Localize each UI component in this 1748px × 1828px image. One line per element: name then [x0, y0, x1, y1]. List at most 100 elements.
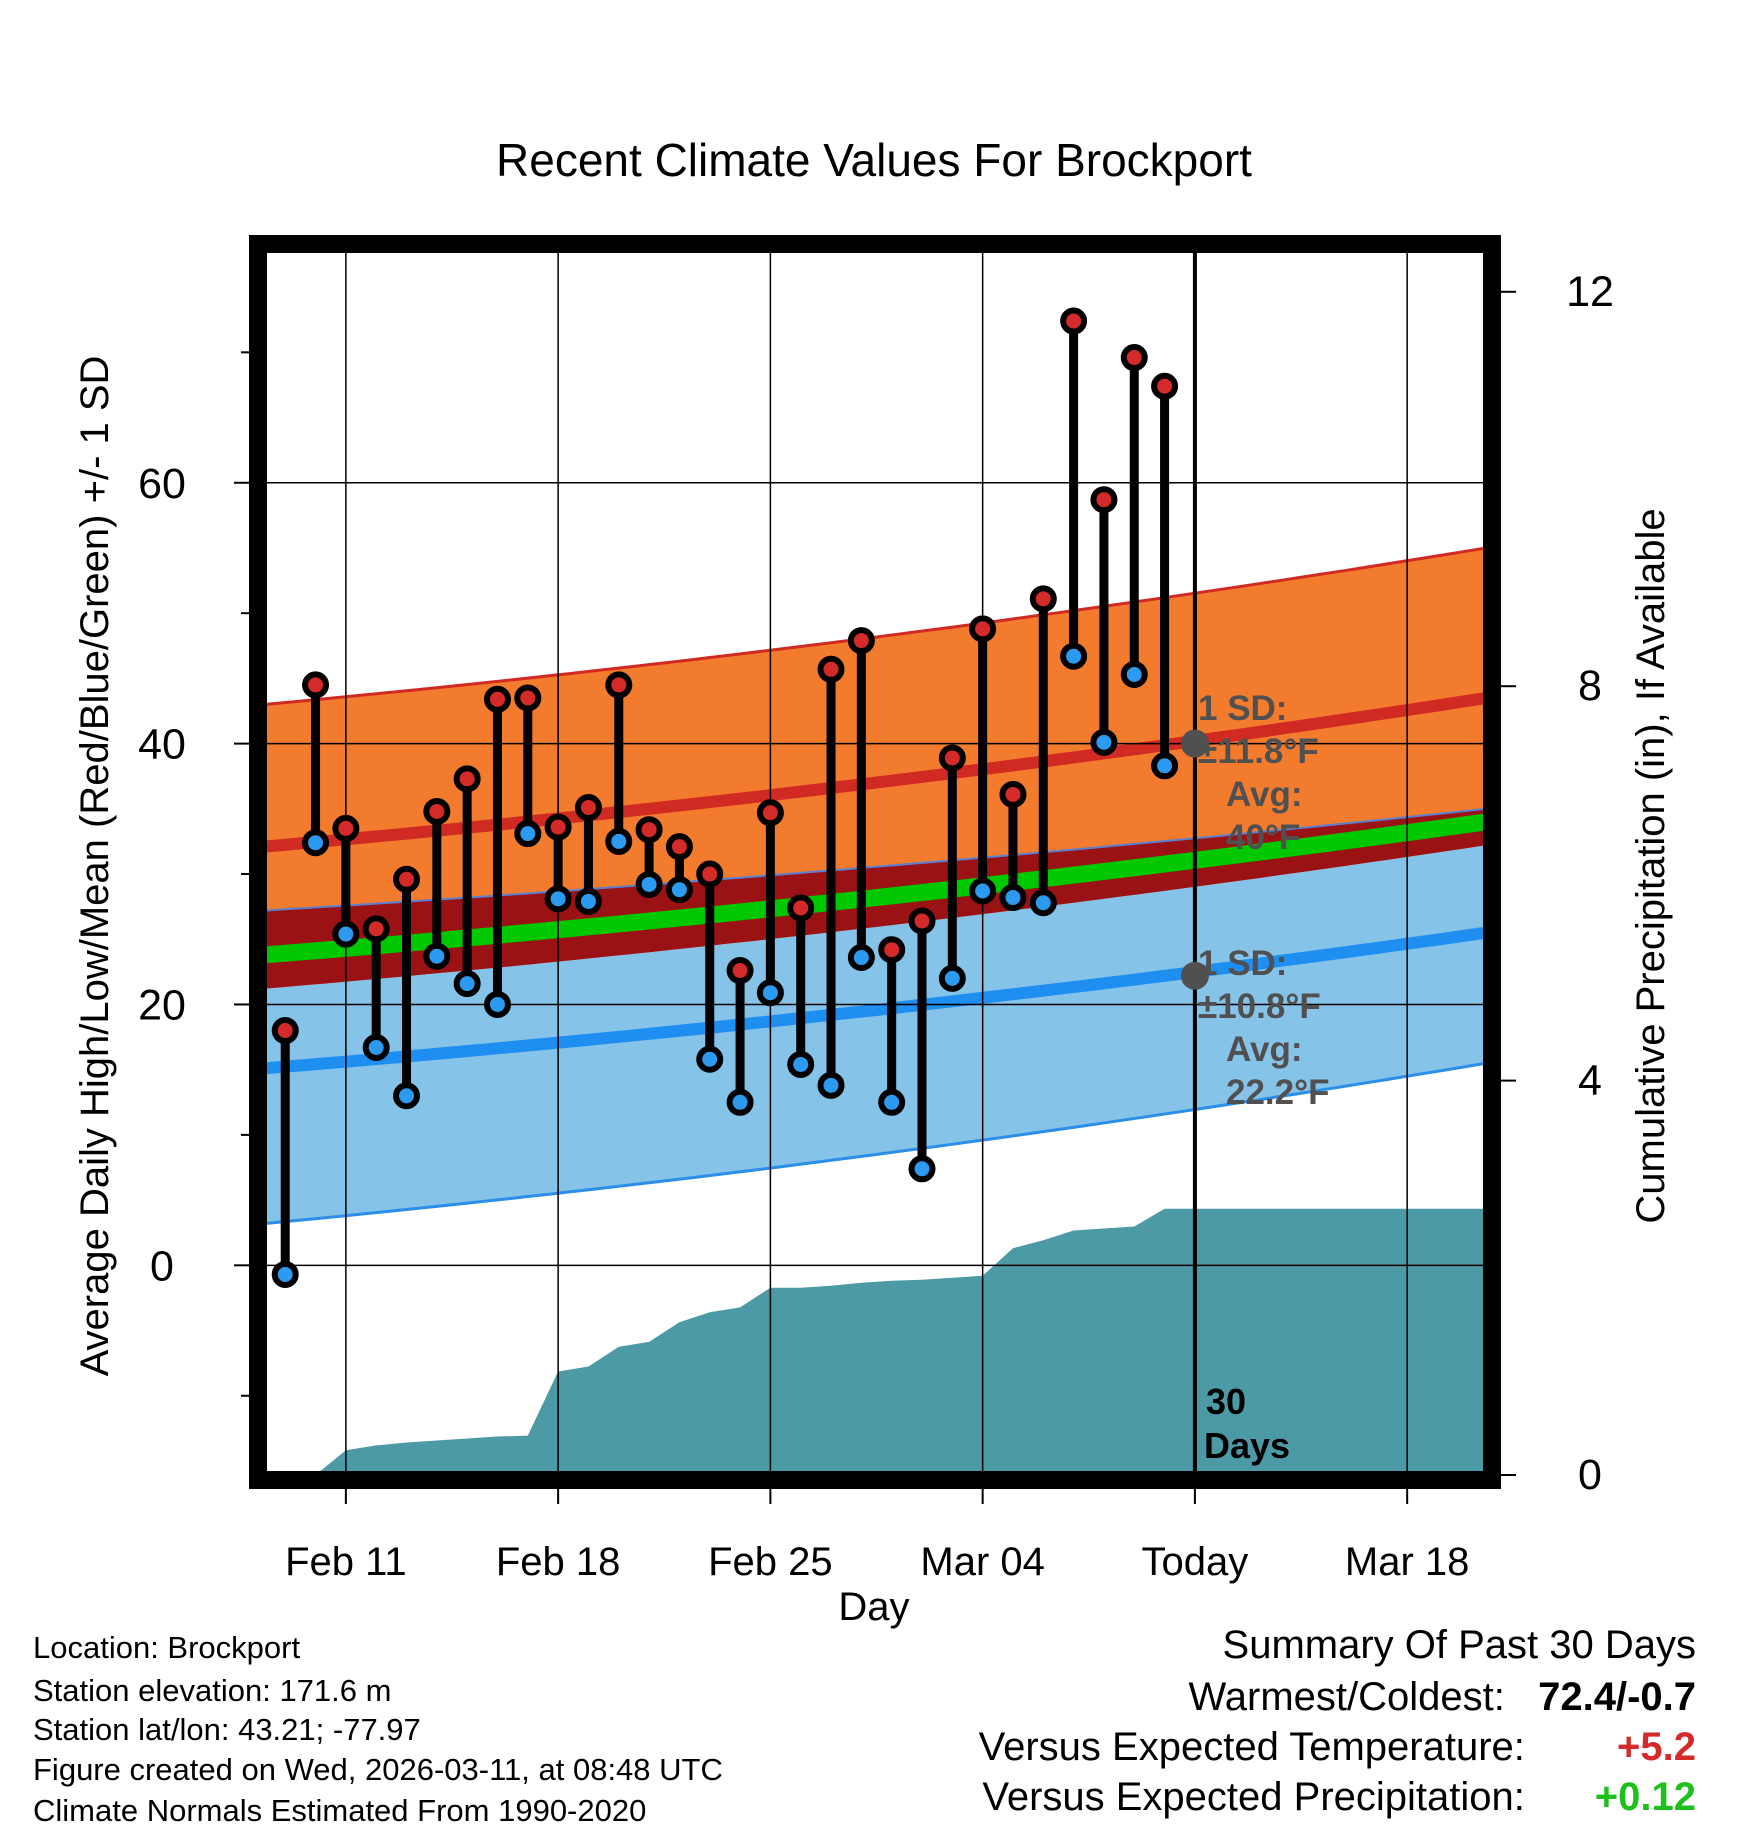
x-tick-label: Mar 04: [920, 1540, 1045, 1584]
low-temp-point: [544, 885, 572, 913]
high-temp-point: [878, 936, 906, 964]
low-temp-point: [1090, 728, 1118, 756]
x-tick-label: Feb 18: [496, 1540, 621, 1584]
x-tick-label: Mar 18: [1345, 1540, 1470, 1584]
high-band-upper-edge: [264, 546, 1486, 706]
low-temp-point: [605, 827, 633, 855]
low-temp-point: [908, 1155, 936, 1183]
high-temp-point: [1090, 486, 1118, 514]
summary-warm-cold: Warmest/Coldest: 72.4/-0.7: [1189, 1677, 1697, 1717]
high-temp-point: [696, 860, 724, 888]
warm-cold-label: Warmest/Coldest:: [1188, 1675, 1505, 1719]
low-temp-point: [1060, 642, 1088, 670]
high-temp-point: [1120, 344, 1148, 372]
precip-area: [316, 1208, 1486, 1474]
low-temp-point: [1029, 889, 1057, 917]
plot-area: 1 SD: ±11.8°F Avg: 40°F 1 SD: ±10.8°F Avg: 22.2…: [264, 248, 1486, 1474]
low-temp-point: [1120, 660, 1148, 688]
low-temp-point: [665, 876, 693, 904]
high-temp-point: [544, 813, 572, 841]
low-temp-point: [362, 1034, 390, 1062]
high-sd-label-0: 1 SD:: [1198, 689, 1287, 728]
low-sd-label-0: 1 SD:: [1198, 944, 1287, 983]
high-temp-point: [635, 816, 663, 844]
low-sd-label-1: ±10.8°F: [1198, 987, 1321, 1026]
low-sd-band: [264, 845, 1486, 1224]
low-avg-marker: [1180, 961, 1209, 990]
low-sd-label-2: Avg:: [1226, 1030, 1302, 1069]
high-temp-point: [332, 814, 360, 842]
y-tick-label: 20: [138, 981, 186, 1029]
high-temp-point: [787, 894, 815, 922]
high-temp-point: [1151, 372, 1179, 400]
latlon-text: Station lat/lon: 43.21; -77.97: [33, 1712, 421, 1747]
high-temp-point: [999, 780, 1027, 808]
low-temp-point: [878, 1088, 906, 1116]
high-temp-point: [756, 799, 784, 827]
x-tick-label: Today: [1142, 1540, 1249, 1584]
high-temp-point: [605, 671, 633, 699]
high-sd-label-1: ±11.8°F: [1198, 732, 1319, 771]
low-temp-point: [999, 884, 1027, 912]
high-temp-point: [847, 627, 875, 655]
low-temp-point: [969, 877, 997, 905]
high-sd-label-2: Avg:: [1226, 775, 1302, 814]
warm-cold-value: 72.4/-0.7: [1538, 1675, 1696, 1719]
y-tick-label: 0: [150, 1242, 174, 1290]
elevation-text: Station elevation: 171.6 m: [33, 1673, 392, 1708]
chart-title: Recent Climate Values For Brockport: [496, 134, 1252, 186]
low-temp-point: [514, 820, 542, 848]
precip-label: Versus Expected Precipitation:: [982, 1775, 1525, 1819]
high-avg-marker: [1180, 729, 1209, 758]
low-temp-point: [483, 990, 511, 1018]
summary-precip: Versus Expected Precipitation: +0.12: [982, 1777, 1696, 1817]
high-temp-point: [1060, 307, 1088, 335]
temp-value: +5.2: [1617, 1725, 1696, 1769]
low-temp-point: [787, 1050, 815, 1078]
low-band-lower-edge: [264, 1061, 1486, 1226]
x-axis-label: Day: [838, 1585, 909, 1629]
high-temp-point: [423, 797, 451, 825]
y-right-tick-label: 0: [1578, 1451, 1602, 1499]
normal-low-line: [264, 926, 1486, 1075]
location-text: Location: Brockport: [33, 1630, 301, 1665]
high-temp-point: [514, 684, 542, 712]
high-temp-point: [938, 744, 966, 772]
plot-frame: [249, 235, 1501, 1489]
low-temp-point: [847, 944, 875, 972]
low-sd-label-3: 22.2°F: [1226, 1073, 1330, 1112]
high-temp-point: [817, 655, 845, 683]
x-tick-label: Feb 25: [708, 1540, 833, 1584]
y-right-tick-label: 12: [1566, 268, 1614, 316]
low-temp-point: [635, 870, 663, 898]
y-right-tick-label: 8: [1578, 662, 1602, 710]
high-temp-point: [726, 957, 754, 985]
low-temp-point: [696, 1045, 724, 1073]
low-temp-point: [938, 964, 966, 992]
low-temp-point: [1151, 752, 1179, 780]
summary-temp: Versus Expected Temperature: +5.2: [979, 1727, 1696, 1767]
high-temp-point: [362, 915, 390, 943]
high-temp-point: [908, 907, 936, 935]
high-sd-label-3: 40°F: [1226, 818, 1300, 857]
days-label-word: Days: [1204, 1425, 1290, 1466]
high-temp-point: [969, 615, 997, 643]
axes: 0 20 40 60 0 4 8 12 Feb 11 Feb 18 Feb 25 Mar 04 Toda…: [138, 268, 1614, 1584]
high-temp-point: [574, 794, 602, 822]
summary-title: Summary Of Past 30 Days: [1222, 1623, 1696, 1667]
created-text: Figure created on Wed, 2026-03-11, at 08…: [33, 1752, 723, 1787]
high-temp-point: [1029, 585, 1057, 613]
high-temp-point: [302, 671, 330, 699]
low-temp-point: [393, 1082, 421, 1110]
high-temp-point: [271, 1017, 299, 1045]
y-tick-label: 40: [138, 721, 186, 769]
low-temp-point: [726, 1088, 754, 1116]
days-label-number: 30: [1206, 1381, 1246, 1422]
low-temp-point: [332, 920, 360, 948]
y-axis-label-right: Cumulative Precipitation (in), If Availa…: [1629, 508, 1673, 1223]
low-temp-point: [302, 829, 330, 857]
low-temp-point: [817, 1071, 845, 1099]
low-temp-point: [271, 1260, 299, 1288]
low-temp-point: [756, 979, 784, 1007]
